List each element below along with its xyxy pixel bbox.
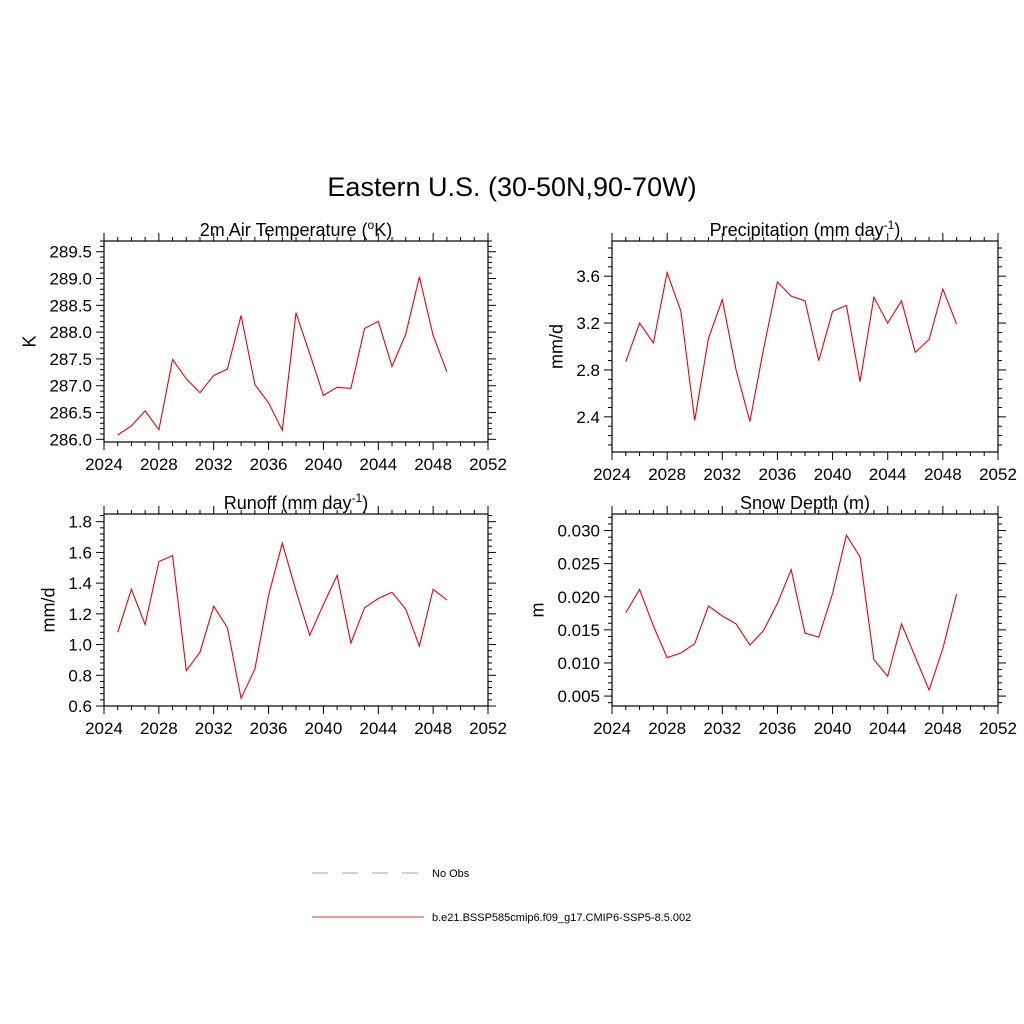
y-tick-label: 1.6: [68, 543, 92, 562]
panel-runoff: 2024 2028 2032 2036 2040 2044 2048 2052 0.6 0.8 1.…: [38, 491, 507, 738]
x-tick-label: 2036: [759, 465, 797, 484]
y-axis-label: K: [19, 335, 39, 347]
y-tick-label: 3.2: [576, 314, 600, 333]
y-tick-label: 1.8: [68, 513, 92, 532]
panel-temp: 2024 2028 2032 2036 2040 2044 2048 2052 286.0 286…: [19, 218, 506, 474]
y-tick-label: 286.0: [49, 430, 92, 449]
x-tick-label: 2032: [703, 719, 741, 738]
legend-label: b.e21.BSSP585cmip6.f09_g17.CMIP6-SSP5-8.…: [432, 912, 691, 924]
y-axis-label: m: [527, 603, 547, 618]
x-tick-label: 2032: [195, 455, 233, 474]
series-line: [625, 533, 958, 692]
legend-label: No Obs: [432, 868, 470, 880]
x-tick-label: 2028: [140, 455, 178, 474]
x-tick-label: 2048: [924, 719, 962, 738]
y-tick-label: 289.5: [49, 243, 92, 262]
x-tick-label: 2048: [924, 465, 962, 484]
x-tick-label: 2028: [140, 719, 178, 738]
y-tick-label: 286.5: [49, 404, 92, 423]
x-tick-label: 2052: [979, 719, 1017, 738]
y-tick-label: 0.015: [557, 621, 600, 640]
y-tick-label: 0.8: [68, 666, 92, 685]
x-tick-label: 2036: [250, 719, 288, 738]
y-tick-label: 0.6: [68, 697, 92, 716]
x-tick-label: 2044: [359, 455, 397, 474]
x-tick-label: 2044: [869, 719, 907, 738]
x-tick-label: 2052: [979, 465, 1017, 484]
x-tick-label: 2044: [359, 719, 397, 738]
x-tick-label: 2044: [869, 465, 907, 484]
y-tick-label: 0.025: [557, 555, 600, 574]
x-tick-label: 2040: [305, 719, 343, 738]
x-tick-label: 2048: [414, 719, 452, 738]
plot-frame: [611, 513, 999, 707]
x-tick-label: 2052: [469, 719, 507, 738]
plot-frame: [611, 240, 999, 453]
y-tick-label: 0.005: [557, 687, 600, 706]
x-tick-label: 2052: [469, 455, 507, 474]
x-tick-label: 2024: [85, 455, 123, 474]
x-tick-label: 2040: [814, 719, 852, 738]
figure-title: Eastern U.S. (30-50N,90-70W): [327, 172, 696, 202]
y-tick-label: 288.0: [49, 323, 92, 342]
y-tick-label: 1.4: [68, 574, 92, 593]
y-axis-label: mm/d: [546, 324, 566, 369]
y-tick-label: 2.4: [576, 408, 600, 427]
y-tick-label: 3.6: [576, 267, 600, 286]
y-tick-label: 289.0: [49, 270, 92, 289]
x-tick-label: 2036: [250, 455, 288, 474]
panel-title: Precipitation (mm day-1): [710, 218, 901, 240]
plot-frame: [103, 513, 489, 707]
x-tick-label: 2032: [703, 465, 741, 484]
panel-title: Runoff (mm day-1): [224, 491, 368, 513]
x-tick-label: 2024: [85, 719, 123, 738]
legend: No Obs b.e21.BSSP585cmip6.f09_g17.CMIP6-S…: [312, 868, 691, 924]
chart-panels: 2024 2028 2032 2036 2040 2044 2048 2052 286.0 286…: [19, 218, 1016, 738]
y-tick-label: 1.0: [68, 636, 92, 655]
x-tick-label: 2028: [648, 719, 686, 738]
y-tick-label: 0.030: [557, 522, 600, 541]
panel-snow: 2024 2028 2032 2036 2040 2044 2048 2052 0.005 0.0…: [527, 493, 1016, 738]
y-tick-label: 1.2: [68, 605, 92, 624]
y-tick-label: 2.8: [576, 361, 600, 380]
x-tick-label: 2040: [814, 465, 852, 484]
series-line: [117, 276, 448, 436]
y-axis-label: mm/d: [38, 588, 58, 633]
panel-title: 2m Air Temperature (oK): [200, 218, 392, 240]
x-tick-label: 2024: [593, 465, 631, 484]
panel-title: Snow Depth (m): [740, 493, 870, 513]
y-tick-label: 287.5: [49, 350, 92, 369]
y-tick-label: 0.020: [557, 588, 600, 607]
panel-precip: 2024 2028 2032 2036 2040 2044 2048 2052 2.4 2.8 3.…: [546, 218, 1017, 484]
series-line: [625, 270, 958, 422]
y-tick-label: 0.010: [557, 654, 600, 673]
y-tick-label: 288.5: [49, 296, 92, 315]
x-tick-label: 2028: [648, 465, 686, 484]
x-tick-label: 2032: [195, 719, 233, 738]
x-tick-label: 2036: [759, 719, 797, 738]
plot-frame: [103, 240, 489, 443]
y-tick-label: 287.0: [49, 377, 92, 396]
x-tick-label: 2040: [305, 455, 343, 474]
series-line: [117, 541, 448, 701]
x-tick-label: 2024: [593, 719, 631, 738]
x-tick-label: 2048: [414, 455, 452, 474]
